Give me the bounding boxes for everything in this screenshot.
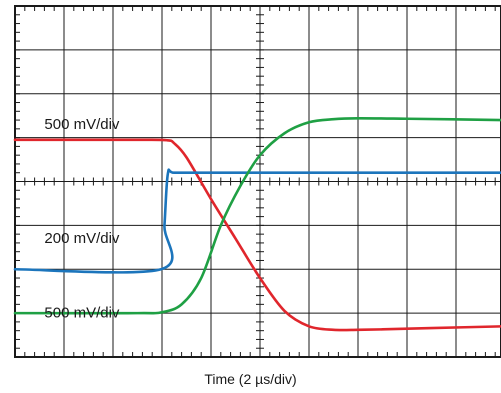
annotations: 500 mV/div 200 mV/div 500 mV/div [44, 116, 120, 322]
green-trace [13, 117, 501, 315]
red-trace [13, 138, 501, 332]
green-scale-label: 500 mV/div [44, 305, 120, 322]
x-axis-label: Time (2 µs/div) [204, 371, 297, 387]
blue-trace [13, 168, 501, 274]
traces [13, 117, 501, 332]
blue-scale-label: 200 mV/div [44, 230, 120, 247]
center-ticks [14, 5, 496, 358]
red-scale-label: 500 mV/div [44, 116, 120, 133]
